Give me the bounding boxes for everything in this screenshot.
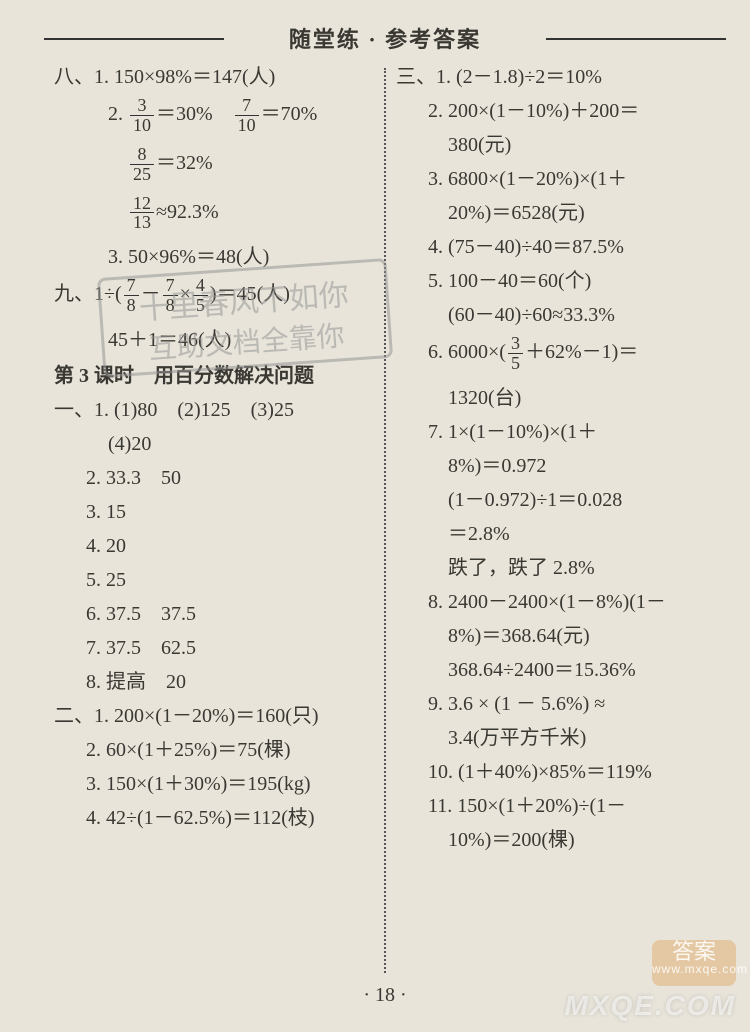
text-line: 3. 50×96%＝48(人) bbox=[54, 242, 374, 272]
text-line: 4. 42÷(1－62.5%)＝112(枝) bbox=[54, 803, 374, 833]
text-line: 3.4(万平方千米) bbox=[396, 723, 716, 753]
text-line: 380(元) bbox=[396, 130, 716, 160]
text-line: 4. (75－40)÷40＝87.5% bbox=[396, 232, 716, 262]
text-line: 6. 37.5 37.5 bbox=[54, 599, 374, 629]
text-line: 二、1. 200×(1－20%)＝160(只) bbox=[54, 701, 374, 731]
text-line: 368.64÷2400＝15.36% bbox=[396, 655, 716, 685]
text-line: 3. 6800×(1－20%)×(1＋ bbox=[396, 164, 716, 194]
text-line: 4. 20 bbox=[54, 531, 374, 561]
header-title: 随堂练 · 参考答案 bbox=[289, 27, 481, 52]
text-line: 7. 37.5 62.5 bbox=[54, 633, 374, 663]
text-line: 3. 15 bbox=[54, 497, 374, 527]
text-line: 2. 33.3 50 bbox=[54, 463, 374, 493]
text-line: ＝2.8% bbox=[396, 519, 716, 549]
page-number: · 18 · bbox=[54, 984, 716, 1007]
text-line: 10. (1＋40%)×85%＝119% bbox=[396, 757, 716, 787]
left-column: 八、1. 150×98%＝147(人) 2. 310＝30% 710＝70% 82… bbox=[54, 62, 374, 982]
text-line: (1－0.972)÷1＝0.028 bbox=[396, 485, 716, 515]
text-line: 5. 100－40＝60(个) bbox=[396, 266, 716, 296]
text-line: 八、1. 150×98%＝147(人) bbox=[54, 62, 374, 92]
header-rule-right bbox=[546, 38, 726, 40]
text-line: 45＋1＝46(人) bbox=[54, 325, 374, 355]
text-line: (60－40)÷60≈33.3% bbox=[396, 300, 716, 330]
text-line: 2. 200×(1－10%)＋200＝ bbox=[396, 96, 716, 126]
header-rule-left bbox=[44, 38, 224, 40]
text-line: 3. 150×(1＋30%)＝195(kg) bbox=[54, 769, 374, 799]
columns: 八、1. 150×98%＝147(人) 2. 310＝30% 710＝70% 82… bbox=[54, 62, 716, 982]
text-line: 9. 3.6 × (1 － 5.6%) ≈ bbox=[396, 689, 716, 719]
text-line: 2. 60×(1＋25%)＝75(棵) bbox=[54, 735, 374, 765]
text-line: 8. 提高 20 bbox=[54, 667, 374, 697]
text-line: 825＝32% bbox=[54, 145, 374, 184]
page-header: 随堂练 · 参考答案 bbox=[54, 22, 716, 54]
text-line: 三、1. (2－1.8)÷2＝10% bbox=[396, 62, 716, 92]
text-line: 跌了，跌了 2.8% bbox=[396, 553, 716, 583]
text-line: 九、1÷(78－78×45)＝45(人) bbox=[54, 276, 374, 315]
text-line: 8%)＝368.64(元) bbox=[396, 621, 716, 651]
text-line: 11. 150×(1＋20%)÷(1－ bbox=[396, 791, 716, 821]
text-line: 20%)＝6528(元) bbox=[396, 198, 716, 228]
text-line: (4)20 bbox=[54, 429, 374, 459]
text-line: 7. 1×(1－10%)×(1＋ bbox=[396, 417, 716, 447]
text-line: 一、1. (1)80 (2)125 (3)25 bbox=[54, 395, 374, 425]
text-line: 第 3 课时 用百分数解决问题 bbox=[54, 361, 374, 391]
column-divider bbox=[384, 68, 386, 973]
text-line: 1320(台) bbox=[396, 383, 716, 413]
right-column: 三、1. (2－1.8)÷2＝10% 2. 200×(1－10%)＋200＝ 38… bbox=[396, 62, 716, 982]
text-line: 6. 6000×(35＋62%－1)＝ bbox=[396, 334, 716, 373]
text-line: 2. 310＝30% 710＝70% bbox=[54, 96, 374, 135]
text-line: 5. 25 bbox=[54, 565, 374, 595]
text-line: 8%)＝0.972 bbox=[396, 451, 716, 481]
text-line: 8. 2400－2400×(1－8%)(1－ bbox=[396, 587, 716, 617]
text-line: 1213≈92.3% bbox=[54, 194, 374, 233]
page: 随堂练 · 参考答案 八、1. 150×98%＝147(人) 2. 310＝30%… bbox=[0, 0, 750, 1032]
text-line: 10%)＝200(棵) bbox=[396, 825, 716, 855]
